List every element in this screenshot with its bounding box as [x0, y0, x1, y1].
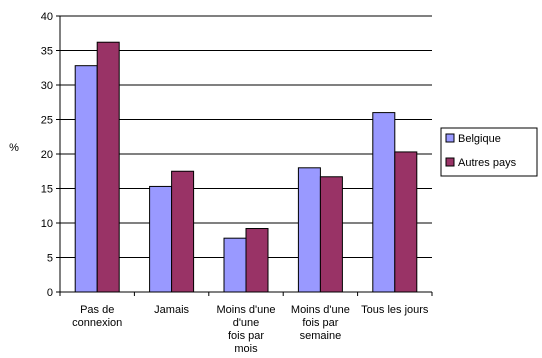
x-category-label-line: fois par: [302, 317, 338, 329]
bar-autres-pays: [96, 41, 120, 293]
y-tick-label: 10: [41, 218, 53, 230]
x-category-label: Pas de connexion: [72, 304, 122, 329]
x-category-label-line: Jamais: [154, 304, 189, 316]
x-category-label-line: Moins d'une: [291, 304, 350, 316]
bars: [74, 41, 418, 293]
x-category-label-line: fois par: [228, 330, 264, 342]
legend-box: [440, 127, 538, 177]
x-category-label: Jamais: [154, 304, 189, 316]
bar-belgique: [372, 112, 396, 293]
x-category-label-line: Moins d'une: [217, 304, 276, 316]
y-tick-label: 20: [41, 149, 53, 161]
legend-label: Belgique: [458, 133, 501, 145]
y-tick-label: 0: [47, 287, 53, 299]
x-category-label: Moins d'une fois par semaine: [291, 304, 350, 342]
x-category-label: Moins d'une d'une fois par mois: [217, 304, 276, 355]
x-category-label-line: d'une: [233, 317, 260, 329]
x-category-label-line: mois: [234, 343, 258, 355]
legend-label: Autres pays: [458, 157, 517, 169]
y-tick-label: 15: [41, 184, 53, 196]
legend-swatch: [445, 157, 455, 167]
bar-belgique: [74, 65, 98, 293]
y-tick-label: 30: [41, 80, 53, 92]
y-axis-ticks: 0 5 10 15 20 25 30 35 40: [41, 11, 60, 299]
x-category-label-line: connexion: [72, 317, 122, 329]
x-category-label-line: Tous les jours: [361, 304, 429, 316]
axes: [59, 16, 432, 293]
bar-autres-pays: [245, 228, 269, 293]
legend: Belgique Autres pays: [440, 127, 538, 177]
bar-belgique: [223, 237, 247, 293]
gridlines: [60, 15, 432, 258]
bar-belgique: [297, 167, 321, 293]
bar-autres-pays: [171, 170, 195, 293]
y-axis-label: %: [9, 142, 19, 154]
bar-autres-pays: [319, 176, 343, 293]
y-tick-label: 35: [41, 46, 53, 58]
y-tick-label: 5: [47, 253, 53, 265]
bar-autres-pays: [394, 151, 418, 293]
y-tick-label: 40: [41, 11, 53, 23]
x-category-label: Tous les jours: [361, 304, 429, 316]
legend-swatch: [445, 133, 455, 143]
bar-belgique: [149, 185, 173, 293]
x-category-label-line: semaine: [300, 330, 342, 342]
y-tick-label: 25: [41, 115, 53, 127]
x-category-label-line: Pas de: [80, 304, 114, 316]
